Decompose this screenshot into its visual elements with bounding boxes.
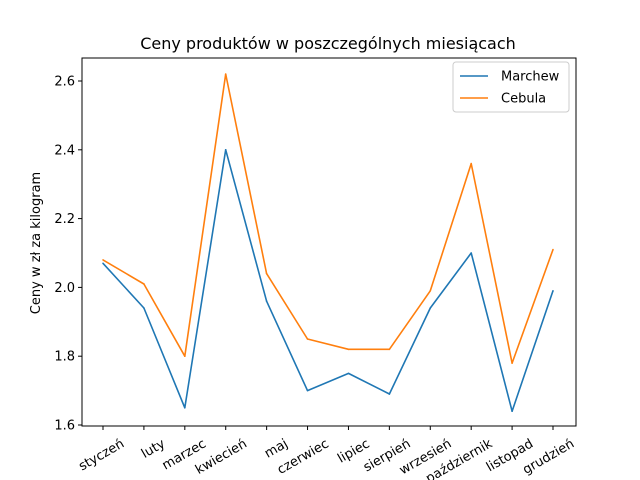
data-point [470,162,472,165]
data-point [102,262,104,265]
y-axis-label: Ceny w zł za kilogram [29,172,44,314]
data-point [265,272,268,275]
data-point [470,252,472,254]
y-tick-label: 2.4 [54,143,75,158]
series-line-cebula [102,73,554,364]
data-point [184,355,186,358]
data-point [511,362,513,364]
data-point [143,307,145,309]
legend-label: Marchew [501,70,560,85]
data-point [347,348,350,351]
data-point [224,73,227,75]
legend-label: Cebula [501,92,546,107]
data-point [306,389,309,392]
y-tick-label: 2.0 [54,281,75,296]
legend-box [452,61,570,113]
legend: Marchew Cebula [452,61,570,113]
data-point [102,259,104,261]
data-point [552,248,554,251]
series-line-marchew [102,149,554,413]
data-point [347,372,350,375]
plot-frame [81,57,577,427]
y-tick-label: 2.2 [54,212,75,227]
data-point [265,300,268,302]
data-point [388,348,391,351]
data-point [388,393,391,395]
chart-title: Ceny produktów w poszczególnych miesiąca… [140,34,516,53]
data-point [429,290,432,292]
data-point [511,410,513,413]
data-point [552,290,554,292]
data-point [224,149,227,151]
y-tick-label: 2.6 [54,75,75,90]
data-point [184,407,186,409]
y-tick-label: 1.6 [54,419,75,434]
data-point [306,338,309,340]
data-point [429,307,432,309]
data-point [143,283,145,285]
y-tick-label: 1.8 [54,350,75,365]
